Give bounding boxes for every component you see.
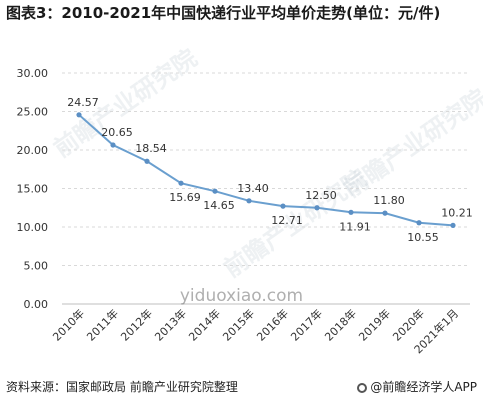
data-point xyxy=(382,210,388,216)
watermark-text: 前瞻产业研究院 xyxy=(339,84,483,203)
data-label: 15.69 xyxy=(169,191,201,204)
y-tick-label: 20.00 xyxy=(17,144,49,157)
data-label: 10.55 xyxy=(407,231,439,244)
x-tick-label: 2011年 xyxy=(84,306,121,343)
data-point xyxy=(110,142,116,148)
data-point xyxy=(178,180,184,186)
data-label: 13.40 xyxy=(237,182,269,195)
brand-logo-icon xyxy=(357,383,368,393)
data-label: 20.65 xyxy=(101,126,133,139)
y-tick-label: 10.00 xyxy=(17,221,49,234)
data-label: 11.80 xyxy=(373,194,405,207)
data-point xyxy=(212,188,218,194)
grid-lines xyxy=(62,72,470,305)
x-tick-label: 2012年 xyxy=(118,306,155,343)
y-tick-label: 0.00 xyxy=(24,298,49,311)
data-point xyxy=(348,209,354,215)
data-point xyxy=(450,222,456,228)
data-point xyxy=(280,203,286,209)
data-label: 14.65 xyxy=(203,199,235,212)
data-point xyxy=(144,158,150,164)
series-line xyxy=(78,114,454,227)
data-point xyxy=(314,205,320,211)
site-watermark: yiduoxiao.com xyxy=(179,286,304,306)
x-tick-label: 2018年 xyxy=(322,306,359,343)
data-label: 12.50 xyxy=(305,189,337,202)
x-tick-label: 2013年 xyxy=(152,306,189,343)
y-tick-label: 5.00 xyxy=(24,260,49,273)
chart-title: 图表3：2010-2021年中国快递行业平均单价走势(单位：元/件) xyxy=(6,4,441,22)
y-tick-label: 25.00 xyxy=(17,106,49,119)
brand-label: @前瞻经济学人APP xyxy=(370,380,477,394)
x-tick-label: 2017年 xyxy=(288,306,325,343)
y-axis: 0.00 5.00 10.00 15.00 20.00 25.00 30.00 xyxy=(17,67,49,311)
y-tick-label: 30.00 xyxy=(17,67,49,80)
source-note: 资料来源：国家邮政局 前瞻产业研究院整理 xyxy=(6,380,238,394)
x-tick-label: 2014年 xyxy=(186,306,223,343)
x-tick-label: 2010年 xyxy=(50,306,87,343)
price-series xyxy=(76,112,456,228)
x-axis: 2010年2011年2012年2013年2014年2015年2016年2017年… xyxy=(50,306,461,356)
data-label: 11.91 xyxy=(339,220,371,233)
x-tick-label: 2019年 xyxy=(356,306,393,343)
y-tick-label: 15.00 xyxy=(17,183,49,196)
data-label: 18.54 xyxy=(135,142,167,155)
data-point xyxy=(246,198,252,204)
data-point xyxy=(76,112,82,118)
data-point xyxy=(416,220,422,226)
x-tick-label: 2016年 xyxy=(254,306,291,343)
brand-credit: @前瞻经济学人APP xyxy=(357,378,477,395)
data-label: 24.57 xyxy=(67,96,99,109)
data-label: 12.71 xyxy=(271,214,303,227)
x-tick-label: 2015年 xyxy=(220,306,257,343)
data-label: 10.21 xyxy=(441,206,473,219)
